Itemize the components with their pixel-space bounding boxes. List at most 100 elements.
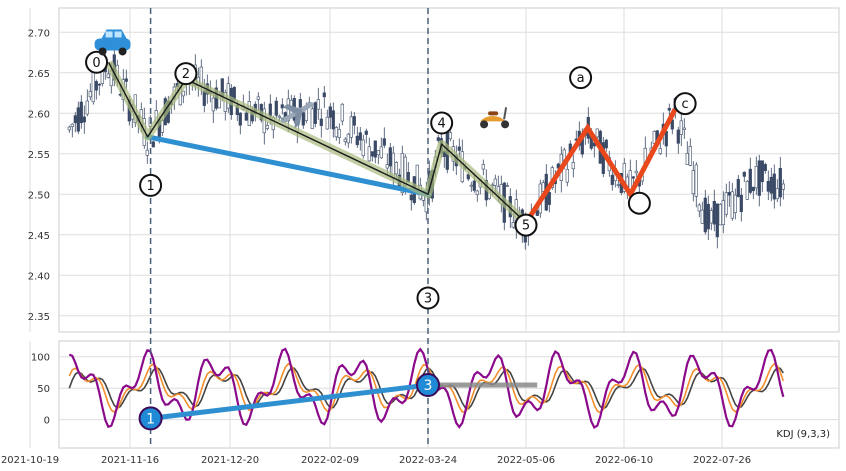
- candle-body: [595, 128, 599, 138]
- candle-body: [85, 100, 89, 115]
- candle-body: [202, 90, 206, 106]
- kdj-connector-label: 1: [146, 411, 155, 427]
- candle-body: [766, 180, 770, 192]
- candle-body: [748, 168, 752, 193]
- candle-body: [97, 83, 101, 86]
- wave-label-text: 5: [522, 219, 530, 234]
- candle-body: [334, 127, 338, 138]
- kdj-j-line: [68, 347, 785, 430]
- candle-body: [736, 179, 740, 197]
- kdj-connector-circle: [416, 373, 440, 398]
- candle-body: [658, 148, 662, 154]
- candle-body: [700, 209, 704, 224]
- candle-body: [760, 160, 764, 183]
- candle-body: [709, 210, 713, 224]
- car-body: [94, 38, 131, 51]
- candle-body: [376, 150, 380, 156]
- candle-body: [94, 81, 98, 91]
- candle-body: [322, 92, 326, 98]
- candle-body: [280, 104, 284, 109]
- candle-body: [775, 188, 779, 200]
- candle-body: [340, 103, 344, 122]
- x-tick: 2022-03-24: [399, 455, 457, 466]
- candle-body: [631, 176, 635, 179]
- x-tick: 2022-05-06: [497, 455, 555, 466]
- wave-label-circle: [430, 111, 454, 135]
- scooter-body: [480, 116, 507, 122]
- wave-label-text: 1: [146, 179, 154, 194]
- x-tick: 2022-02-09: [301, 455, 359, 466]
- candle-body: [556, 163, 560, 169]
- candle-body: [694, 164, 698, 197]
- wave-label-circle: [569, 66, 593, 90]
- kdj-connector-label: 3: [424, 378, 433, 394]
- wave-label-text: a: [577, 71, 585, 86]
- price-y-tick: 2.70: [28, 28, 50, 39]
- kdj-connector-circle: [138, 406, 163, 431]
- candle-body: [82, 116, 86, 123]
- candle-body: [622, 163, 626, 192]
- candle-body: [256, 96, 260, 100]
- candle-body: [688, 146, 692, 166]
- candle-body: [298, 99, 302, 108]
- candle-body: [727, 192, 731, 196]
- candle-body: [457, 146, 461, 151]
- price-y-tick: 2.40: [28, 271, 50, 282]
- candle-body: [274, 100, 278, 116]
- candle-body: [316, 99, 320, 110]
- price-y-tick: 2.35: [28, 312, 50, 323]
- candle-body: [319, 118, 323, 126]
- candle-body: [571, 162, 575, 170]
- airplane-wing: [294, 109, 303, 128]
- airplane-icon: [277, 101, 314, 128]
- candle-body: [358, 132, 362, 141]
- tick-labels: 2.352.402.452.502.552.602.652.7005010020…: [1, 28, 751, 466]
- candle-body: [400, 152, 404, 194]
- wave-label-text: c: [682, 97, 689, 112]
- candle-body: [511, 222, 515, 228]
- candle-body: [70, 123, 74, 127]
- candle-body: [76, 107, 80, 132]
- candle-body: [745, 181, 749, 200]
- candle-body: [466, 174, 470, 180]
- candle-body: [79, 101, 83, 124]
- price-panel: [58, 7, 840, 333]
- candle-body: [244, 112, 248, 121]
- candle-body: [685, 153, 689, 165]
- candle-body: [346, 133, 350, 144]
- candle-body: [394, 162, 398, 175]
- candle-body: [67, 126, 71, 131]
- candle-body: [436, 137, 440, 141]
- candle-body: [763, 164, 767, 172]
- candle-body: [754, 166, 758, 189]
- wave-overlay: 0 1 2 3 4 5 a c 1 3: [85, 8, 697, 448]
- blue-trend-line: [145, 134, 431, 197]
- candle-body: [124, 78, 128, 82]
- wave-line: [107, 61, 527, 224]
- car-wheel: [118, 47, 127, 56]
- wave-label-text: 4: [438, 117, 446, 132]
- candle-body: [679, 120, 683, 135]
- candle-body: [88, 91, 92, 98]
- kdj-y-tick: 50: [37, 384, 50, 395]
- candle-body: [757, 160, 761, 196]
- candle-body: [145, 149, 149, 156]
- wave-label-circle: [416, 286, 440, 310]
- candle-body: [364, 130, 368, 135]
- candle-body: [388, 147, 392, 167]
- candle-body: [349, 116, 353, 138]
- candle-body: [781, 183, 785, 190]
- candle-body: [634, 170, 638, 174]
- candle-body: [742, 171, 746, 177]
- kdj-lines-layer: [68, 347, 785, 430]
- kdj-y-tick: 100: [31, 353, 50, 364]
- candle-body: [535, 210, 539, 216]
- candle-body: [481, 164, 485, 170]
- car-window: [105, 31, 113, 38]
- candle-body: [724, 192, 728, 215]
- price-y-tick: 2.60: [28, 109, 50, 120]
- corrective-wave-line: [523, 108, 678, 225]
- candle-body: [448, 132, 452, 140]
- candle-body: [697, 204, 701, 212]
